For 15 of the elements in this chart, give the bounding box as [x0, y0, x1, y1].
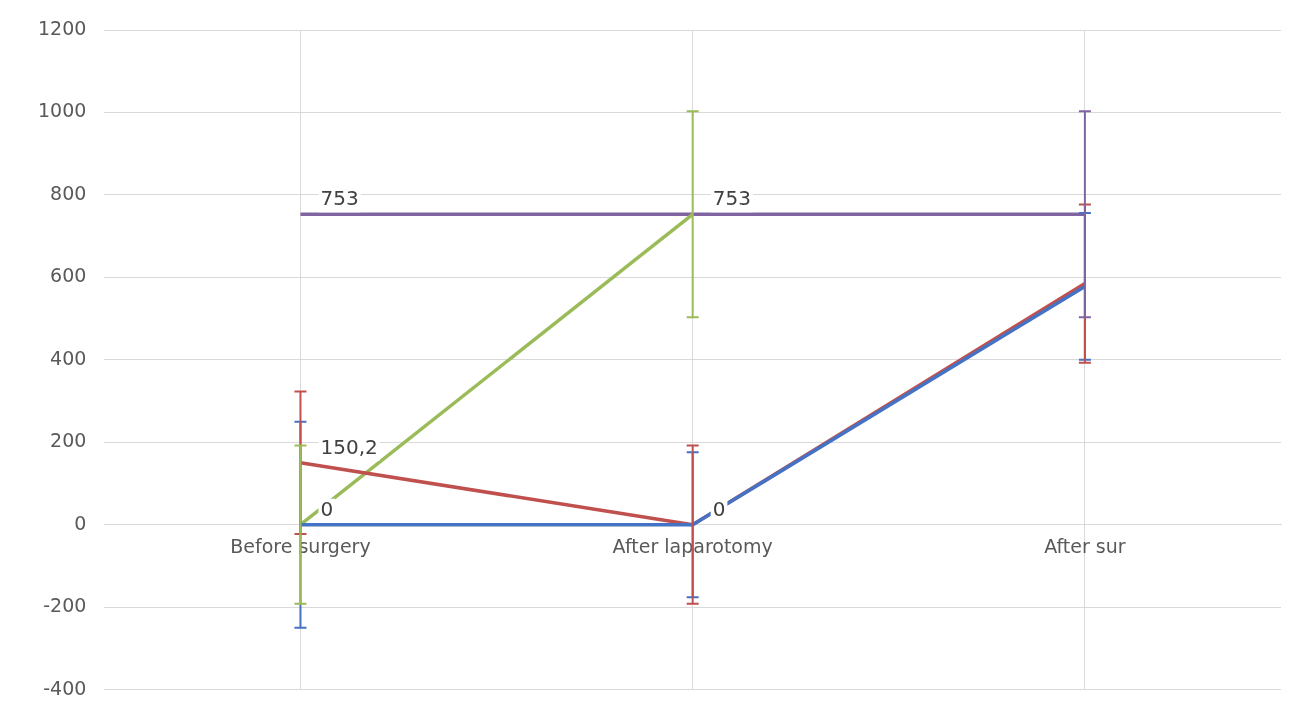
y-tick-label: -200	[43, 594, 87, 617]
y-tick-label: 200	[50, 429, 87, 452]
y-tick-label: 800	[50, 181, 87, 204]
y-tick-label: 400	[50, 346, 87, 369]
y-tick-label: 0	[74, 511, 87, 534]
y-tick-label: 600	[50, 264, 87, 287]
x-tick-label: After sur	[1044, 535, 1126, 558]
y-tick-label: -400	[43, 676, 87, 699]
data-label: 753	[320, 186, 359, 211]
data-label: 150,2	[320, 434, 378, 459]
data-label: 753	[712, 186, 751, 211]
y-tick-label: 1200	[37, 16, 87, 39]
data-label: 0	[320, 496, 334, 521]
data-label: 0	[712, 496, 726, 521]
y-tick-label: 1000	[37, 99, 87, 122]
